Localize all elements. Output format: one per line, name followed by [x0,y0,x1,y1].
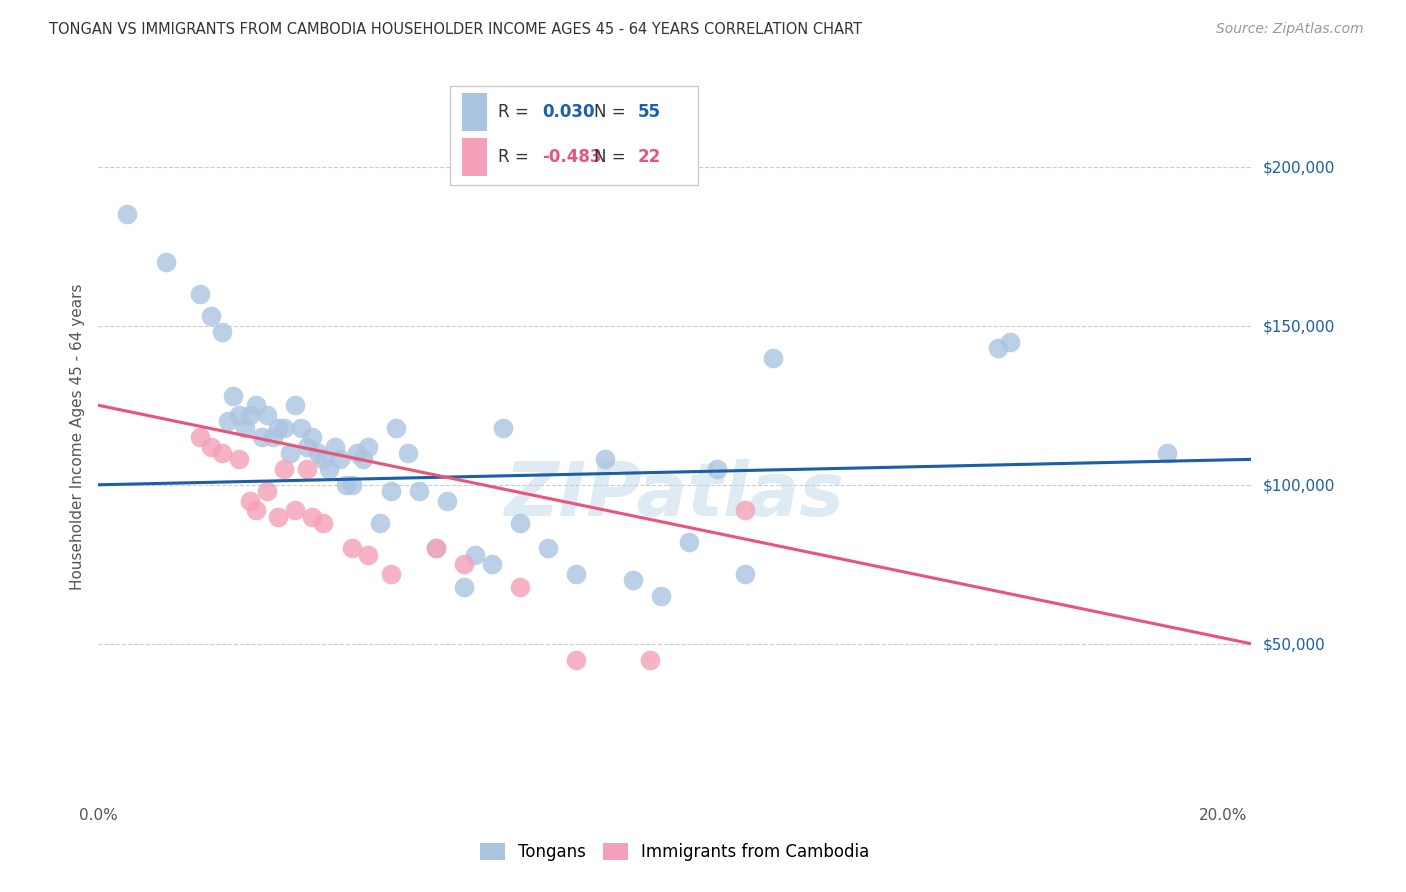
Point [301,509,323,524]
Text: 55: 55 [638,103,661,121]
Point [278,446,301,460]
FancyBboxPatch shape [450,86,697,185]
Point [453,580,475,594]
Point [734,503,756,517]
Point [340,477,363,491]
Point [385,420,408,434]
Point [290,420,312,434]
Text: R =: R = [499,103,534,121]
Point [706,462,728,476]
Point [408,484,430,499]
Point [245,398,267,412]
Point [464,548,486,562]
Point [256,408,278,422]
Point [621,573,644,587]
Point [284,398,307,412]
Point [262,430,284,444]
Point [453,558,475,572]
Point [312,452,335,467]
Point [593,452,616,467]
Point [762,351,785,365]
Point [228,408,250,422]
Y-axis label: Householder Income Ages 45 - 64 years: Householder Income Ages 45 - 64 years [69,284,84,591]
Text: ZIPatlas: ZIPatlas [505,459,845,533]
Point [380,566,402,581]
Point [222,389,245,403]
Point [481,558,503,572]
Point [267,509,290,524]
Text: 0.030: 0.030 [543,103,595,121]
Point [998,334,1021,349]
Point [312,516,335,530]
Point [211,325,233,339]
Point [509,580,531,594]
Point [188,287,211,301]
Point [425,541,447,556]
Point [228,452,250,467]
Point [380,484,402,499]
Point [245,503,267,517]
Point [115,207,138,221]
Point [233,420,256,434]
Point [357,548,380,562]
Point [273,420,295,434]
Text: Source: ZipAtlas.com: Source: ZipAtlas.com [1216,22,1364,37]
Point [678,535,700,549]
Text: TONGAN VS IMMIGRANTS FROM CAMBODIA HOUSEHOLDER INCOME AGES 45 - 64 YEARS CORRELA: TONGAN VS IMMIGRANTS FROM CAMBODIA HOUSE… [49,22,862,37]
Point [734,566,756,581]
Point [256,484,278,499]
Point [492,420,515,434]
Point [295,462,318,476]
Point [436,493,458,508]
Point [295,440,318,454]
Point [638,653,661,667]
Point [357,440,380,454]
Point [323,440,346,454]
Point [396,446,419,460]
Point [239,493,262,508]
Text: 22: 22 [638,148,661,166]
Point [987,341,1010,355]
Point [155,255,177,269]
Point [200,310,222,324]
Point [1156,446,1178,460]
Point [509,516,531,530]
Point [368,516,391,530]
FancyBboxPatch shape [461,94,486,131]
Point [250,430,273,444]
Point [318,462,340,476]
Text: -0.483: -0.483 [543,148,602,166]
Point [284,503,307,517]
Point [565,566,588,581]
Point [650,589,672,603]
Text: N =: N = [595,103,631,121]
Point [301,430,323,444]
Point [335,477,357,491]
Point [200,440,222,454]
Point [273,462,295,476]
Point [211,446,233,460]
Point [352,452,374,467]
Point [565,653,588,667]
Point [188,430,211,444]
Point [340,541,363,556]
Text: R =: R = [499,148,534,166]
Point [425,541,447,556]
Point [346,446,368,460]
Text: N =: N = [595,148,631,166]
Legend: Tongans, Immigrants from Cambodia: Tongans, Immigrants from Cambodia [474,836,876,868]
Point [239,408,262,422]
Point [537,541,560,556]
Point [217,414,239,428]
FancyBboxPatch shape [461,138,486,176]
Point [307,446,329,460]
Point [267,420,290,434]
Point [329,452,352,467]
